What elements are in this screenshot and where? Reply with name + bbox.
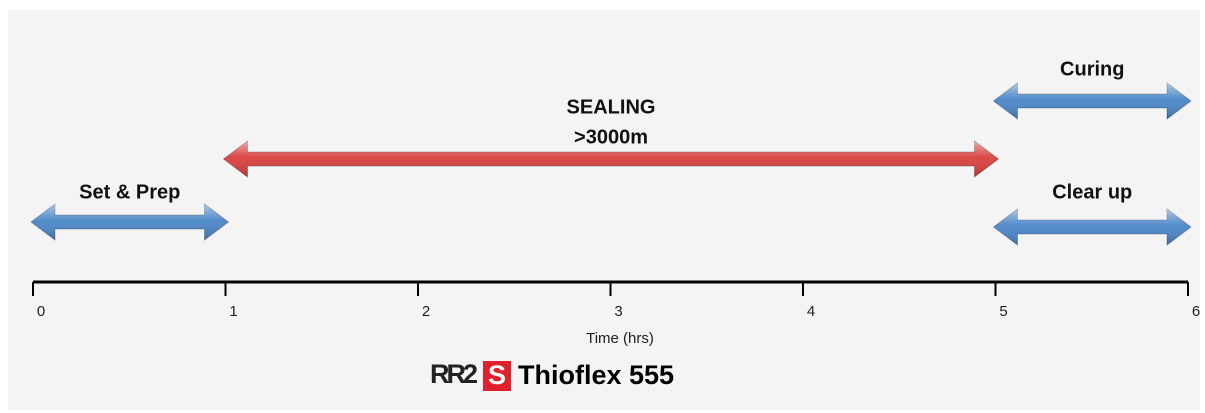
- phase-label: Set & Prep: [79, 181, 180, 203]
- logo-letter: S: [488, 360, 506, 390]
- arrow-shine: [993, 83, 1191, 119]
- phase-label: >3000m: [574, 126, 648, 148]
- phase-label: Clear up: [1052, 181, 1132, 203]
- tick-label: 2: [422, 303, 430, 320]
- tick-label: 4: [807, 303, 815, 320]
- background: [8, 10, 1200, 410]
- axis-label: Time (hrs): [586, 330, 654, 347]
- tick-label: 6: [1192, 303, 1200, 320]
- product-name: Thioflex 555: [518, 360, 674, 390]
- tick-label: 1: [229, 303, 237, 320]
- arrow-shine: [31, 204, 229, 240]
- logo-text: RR2: [430, 359, 477, 389]
- phase-label: Curing: [1060, 58, 1124, 80]
- tick-label: 5: [999, 303, 1007, 320]
- logo-box: [483, 361, 511, 391]
- tick-label: 0: [37, 303, 45, 320]
- phase-label: SEALING: [567, 96, 656, 118]
- arrow-shine: [223, 141, 999, 177]
- tick-label: 3: [614, 303, 622, 320]
- arrow-shine: [993, 209, 1191, 245]
